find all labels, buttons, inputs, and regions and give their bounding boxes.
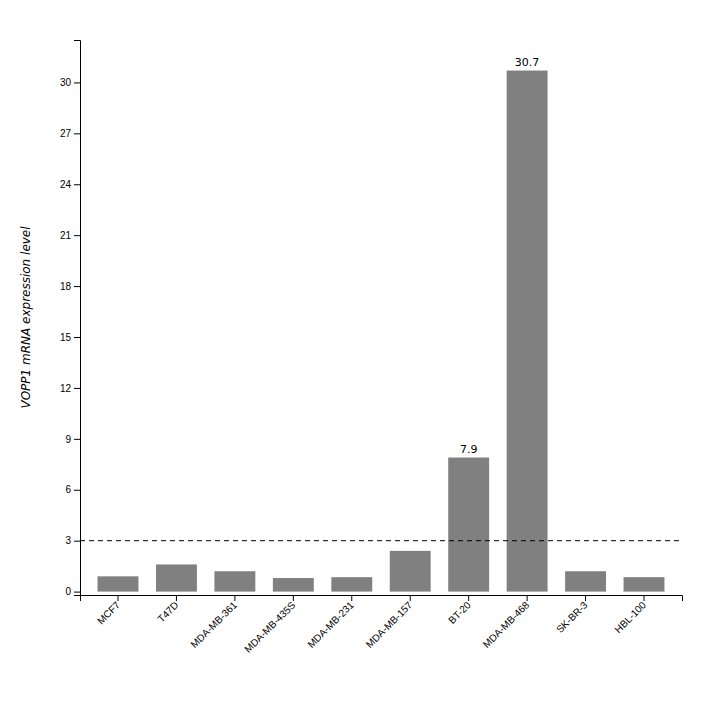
x-tick-label: MDA-MB-435S: [242, 599, 298, 655]
x-tick-label: BT-20: [446, 599, 473, 626]
x-tick-mark: [468, 595, 469, 601]
x-tick: T47D: [155, 595, 180, 624]
y-tick-mark: [74, 388, 80, 389]
y-tick-mark: [74, 184, 80, 185]
y-tick-label: 30: [60, 77, 72, 88]
y-tick-mark: [74, 82, 80, 83]
annotation: 30.7: [515, 56, 540, 69]
y-tick-mark: [74, 337, 80, 338]
reference-line: [80, 540, 682, 541]
bar: [331, 577, 372, 591]
y-tick: 24: [60, 179, 80, 190]
bar: [273, 578, 314, 592]
x-tick-mark: [527, 595, 528, 601]
y-tick: 18: [60, 281, 80, 292]
x-tick: MCF7: [95, 595, 122, 626]
x-tick-label: MDA-MB-231: [305, 599, 356, 650]
y-tick-mark: [74, 490, 80, 491]
x-tick: MDA-MB-231: [305, 595, 356, 650]
x-tick: MDA-MB-361: [188, 595, 239, 650]
bars: [80, 71, 682, 592]
x-tick-mark: [117, 595, 118, 601]
x-tick-mark: [585, 595, 586, 601]
y-tick: 12: [60, 383, 80, 394]
y-tick-mark: [74, 235, 80, 236]
bar: [390, 551, 431, 592]
y-tick-label: 18: [60, 281, 72, 292]
y-tick-label: 27: [60, 128, 72, 139]
bar: [624, 577, 665, 591]
x-tick-label: MDA-MB-157: [364, 599, 415, 650]
bar: [565, 571, 606, 591]
x-tick-mark: [410, 595, 411, 601]
x-tick-mark: [234, 595, 235, 601]
x-tick-label: MDA-MB-361: [188, 599, 239, 650]
bar: [98, 576, 139, 591]
y-tick-mark: [74, 133, 80, 134]
bar: [214, 571, 255, 591]
y-tick-label: 21: [60, 230, 72, 241]
x-tick: SK-BR-3: [554, 595, 590, 635]
x-tick-mark: [644, 595, 645, 601]
annotation: 7.9: [460, 443, 478, 456]
x-axis: MCF7T47DMDA-MB-361MDA-MB-435SMDA-MB-231M…: [81, 595, 683, 655]
y-tick: 6: [65, 484, 80, 495]
chart: 036912151821242730MCF7T47DMDA-MB-361MDA-…: [0, 0, 712, 705]
y-axis: 0 3 6 9 12 15 18 21 24 27 30: [60, 41, 81, 598]
y-axis-title: VOPP1 mRNA expression level: [19, 226, 33, 409]
y-tick-mark: [74, 541, 80, 542]
x-tick: MDA-MB-468: [481, 595, 532, 650]
y-tick-label: 15: [60, 332, 72, 343]
plot: 036912151821242730MCF7T47DMDA-MB-361MDA-…: [19, 41, 683, 655]
y-tick: 9: [65, 434, 80, 445]
x-tick: MDA-MB-435S: [242, 595, 298, 655]
y-tick-label: 12: [60, 383, 72, 394]
x-tick: BT-20: [446, 595, 473, 626]
y-tick: 30: [60, 77, 80, 88]
y-tick: 15: [60, 332, 80, 343]
y-tick-label: 24: [60, 179, 72, 190]
bar: [507, 71, 548, 592]
y-tick: 0: [65, 586, 80, 597]
x-tick-label: MDA-MB-468: [481, 599, 532, 650]
y-tick-label: 6: [65, 484, 71, 495]
x-tick: MDA-MB-157: [364, 595, 415, 650]
y-tick-label: 9: [65, 434, 71, 445]
x-tick-mark: [351, 595, 352, 601]
x-tick-label: SK-BR-3: [554, 599, 590, 635]
y-tick-mark: [74, 286, 80, 287]
y-tick-mark: [74, 592, 80, 593]
y-tick: 3: [65, 535, 80, 546]
y-tick: 21: [60, 230, 80, 241]
y-axis-line: [74, 41, 81, 596]
x-tick-label: HBL-100: [612, 599, 648, 635]
y-tick: 27: [60, 128, 80, 139]
x-tick-label: T47D: [155, 599, 180, 624]
y-tick-label: 0: [65, 586, 71, 597]
x-tick: HBL-100: [612, 595, 648, 635]
bar: [156, 564, 197, 591]
x-tick-mark: [293, 595, 294, 601]
x-tick-mark: [176, 595, 177, 601]
x-tick-label: MCF7: [95, 599, 122, 626]
bar: [448, 458, 489, 592]
y-tick-label: 3: [65, 535, 71, 546]
y-tick-mark: [74, 439, 80, 440]
